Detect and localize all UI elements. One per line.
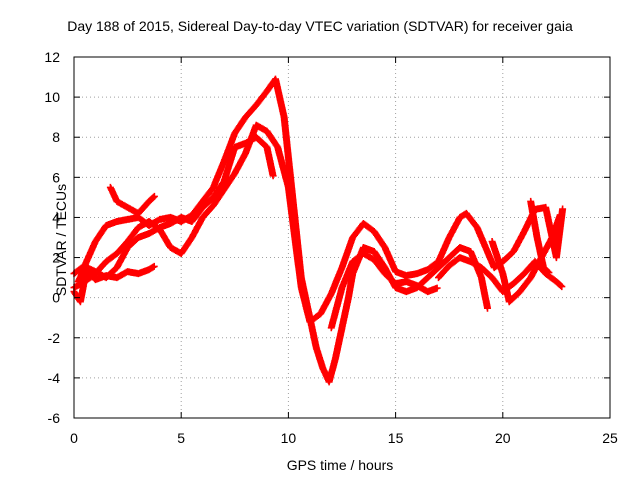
series-track-f — [327, 250, 441, 332]
y-tick-label: -4 — [48, 370, 61, 386]
x-tick-label: 10 — [281, 430, 297, 446]
chart-title: Day 188 of 2015, Sidereal Day-to-day VTE… — [67, 18, 573, 34]
series-track-h — [488, 211, 564, 306]
y-tick-label: 12 — [44, 49, 60, 65]
y-axis-label: SDTVAR / TECUs — [53, 183, 70, 297]
series-track-i — [527, 197, 553, 277]
x-tick-label: 5 — [177, 430, 185, 446]
y-tick-label: -6 — [48, 410, 61, 426]
y-tick-label: 8 — [52, 129, 60, 145]
x-tick-label: 15 — [388, 430, 404, 446]
x-tick-label: 25 — [602, 430, 618, 446]
y-tick-label: 4 — [52, 209, 60, 225]
series-track-d — [74, 262, 158, 286]
y-tick-label: 2 — [52, 250, 60, 266]
axis-ticks: 0 5 10 15 20 25 -6 -4 -2 0 2 4 6 8 10 12 — [44, 49, 618, 446]
series-markers — [106, 183, 158, 217]
grid-lines — [74, 57, 610, 418]
y-tick-label: -2 — [48, 330, 61, 346]
y-tick-label: 10 — [44, 89, 60, 105]
x-tick-label: 20 — [495, 430, 511, 446]
series-markers — [70, 121, 567, 326]
x-tick-label: 0 — [70, 430, 78, 446]
plot-frame — [73, 56, 611, 419]
y-tick-label: 0 — [52, 290, 60, 306]
series-track-b — [70, 121, 567, 326]
y-tick-label: 6 — [52, 169, 60, 185]
x-axis-label: GPS time / hours — [286, 457, 394, 473]
series-track-e — [106, 183, 158, 217]
data-series — [70, 75, 567, 386]
